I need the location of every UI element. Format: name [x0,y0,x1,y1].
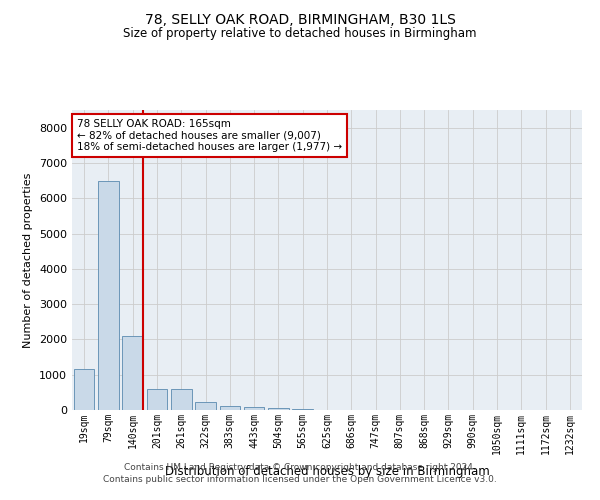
Text: 78 SELLY OAK ROAD: 165sqm
← 82% of detached houses are smaller (9,007)
18% of se: 78 SELLY OAK ROAD: 165sqm ← 82% of detac… [77,119,342,152]
Bar [122,336,143,410]
X-axis label: Distribution of detached houses by size in Birmingham: Distribution of detached houses by size … [164,465,490,478]
Bar [171,389,191,410]
Bar [268,408,289,410]
Bar [74,370,94,410]
Text: Contains public sector information licensed under the Open Government Licence v3: Contains public sector information licen… [103,475,497,484]
Y-axis label: Number of detached properties: Number of detached properties [23,172,34,348]
Bar [146,389,167,410]
Bar [292,409,313,410]
Text: Size of property relative to detached houses in Birmingham: Size of property relative to detached ho… [123,28,477,40]
Text: Contains HM Land Registry data © Crown copyright and database right 2024.: Contains HM Land Registry data © Crown c… [124,464,476,472]
Bar [244,406,265,410]
Text: 78, SELLY OAK ROAD, BIRMINGHAM, B30 1LS: 78, SELLY OAK ROAD, BIRMINGHAM, B30 1LS [145,12,455,26]
Bar [220,406,240,410]
Bar [98,180,119,410]
Bar [195,402,216,410]
